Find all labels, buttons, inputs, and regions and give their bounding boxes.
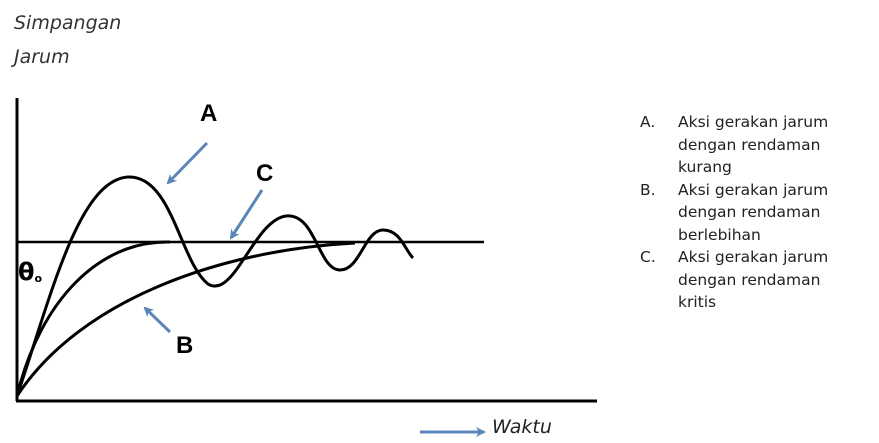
y-axis-label-line-2: Jarum (14, 46, 70, 68)
legend-line: Aksi gerakan jarum (678, 248, 829, 266)
legend-key: B. (640, 180, 656, 199)
arrow-to-curve-a (166, 141, 209, 185)
theta-subscript: o (34, 272, 43, 285)
y-axis-label-line-1: Simpangan (14, 12, 122, 34)
arrow-to-curve-b (143, 306, 172, 334)
legend-item-b: B. Aksi gerakan jarum dengan rendaman be… (640, 179, 875, 247)
legend-item-c: C. Aksi gerakan jarum dengan rendaman kr… (640, 246, 875, 314)
curve-c-critical (15, 240, 171, 397)
legend-key: C. (640, 248, 656, 266)
legend-key: A. (640, 113, 656, 131)
legend-line: kritis (678, 293, 717, 311)
legend-line: dengan rendaman (678, 270, 821, 289)
curve-a-underdamped (15, 175, 415, 397)
curve-c-label: C (256, 160, 274, 187)
legend: A. Aksi gerakan jarum dengan rendaman ku… (640, 111, 875, 314)
legend-line: kurang (678, 158, 732, 176)
legend-line: berlebihan (678, 225, 761, 244)
theta-symbol: θ (18, 258, 35, 286)
legend-line: dengan rendaman (678, 203, 821, 221)
curve-b-label: B (176, 332, 194, 359)
curve-a-label: A (200, 100, 218, 127)
legend-item-a: A. Aksi gerakan jarum dengan rendaman ku… (640, 111, 875, 179)
legend-line: Aksi gerakan jarum (678, 113, 829, 131)
arrow-to-curve-c (229, 189, 264, 240)
legend-line: dengan rendaman (678, 135, 821, 154)
curve-b-overdamped (15, 241, 356, 397)
x-axis-label: Waktu (492, 416, 552, 438)
legend-line: Aksi gerakan jarum (678, 180, 829, 199)
theta-zero-label: θo (18, 258, 42, 286)
